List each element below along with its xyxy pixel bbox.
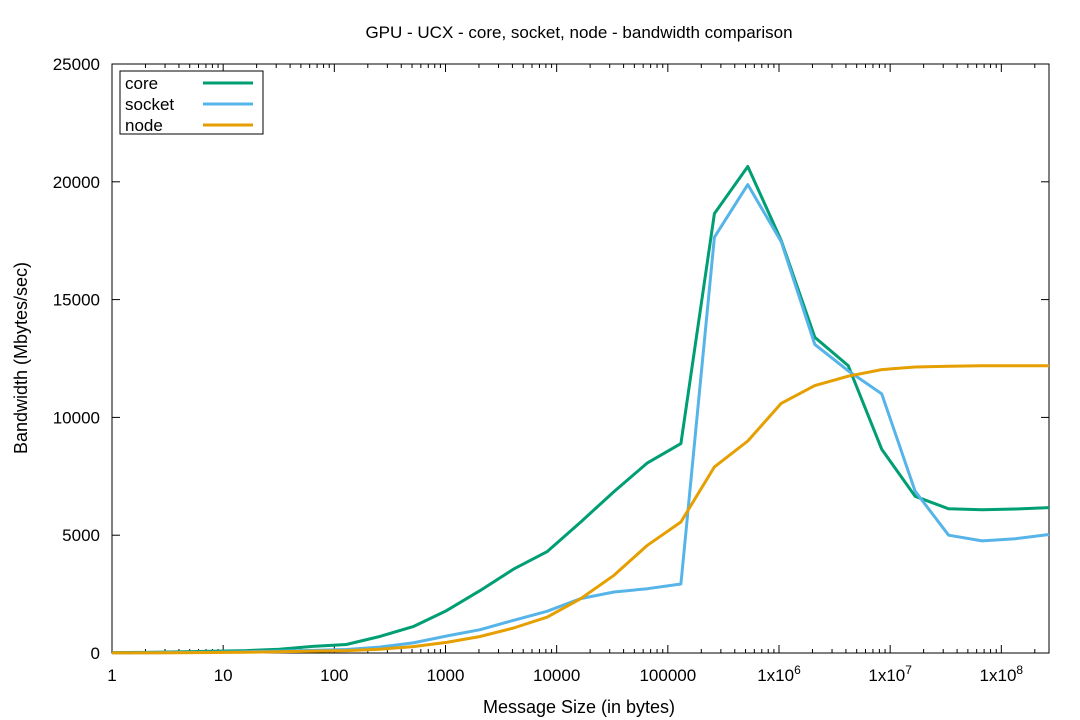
x-tick-label: 100 [320,666,348,685]
y-tick-label: 15000 [53,291,100,310]
legend: core socket node [119,70,264,135]
series-line-core [111,165,1050,655]
x-axis-title: Message Size (in bytes) [483,697,675,717]
series-line-socket [111,183,1050,655]
y-tick-label: 0 [91,644,100,663]
x-tick-label: 1 [107,666,116,685]
x-tick-label: 100000 [639,666,696,685]
x-tick-label: 1000 [427,666,465,685]
x-tick-label: 1x106 [757,663,801,685]
plot-frame [111,63,1050,654]
x-tick-label: 1x108 [980,663,1024,685]
y-axis: 0 5000 10000 15000 20000 25000 [53,55,1049,663]
y-tick-label: 20000 [53,173,100,192]
series-line-node [112,364,1049,655]
legend-label-node: node [125,116,163,135]
y-axis-title: Bandwidth (Mbytes/sec) [11,262,31,454]
x-tick-label: 10000 [533,666,580,685]
legend-label-core: core [125,74,158,93]
chart-title: GPU - UCX - core, socket, node - bandwid… [365,23,792,42]
x-tick-label: 10 [214,666,233,685]
y-tick-label: 10000 [53,408,100,427]
x-tick-label: 1x107 [868,663,912,685]
legend-label-socket: socket [125,95,174,114]
y-tick-label: 5000 [62,526,100,545]
y-tick-label: 25000 [53,55,100,74]
x-axis: 1 10 100 1000 10000 100000 1x106 1x107 1x108 [107,64,1036,685]
series-lines [111,165,1050,655]
